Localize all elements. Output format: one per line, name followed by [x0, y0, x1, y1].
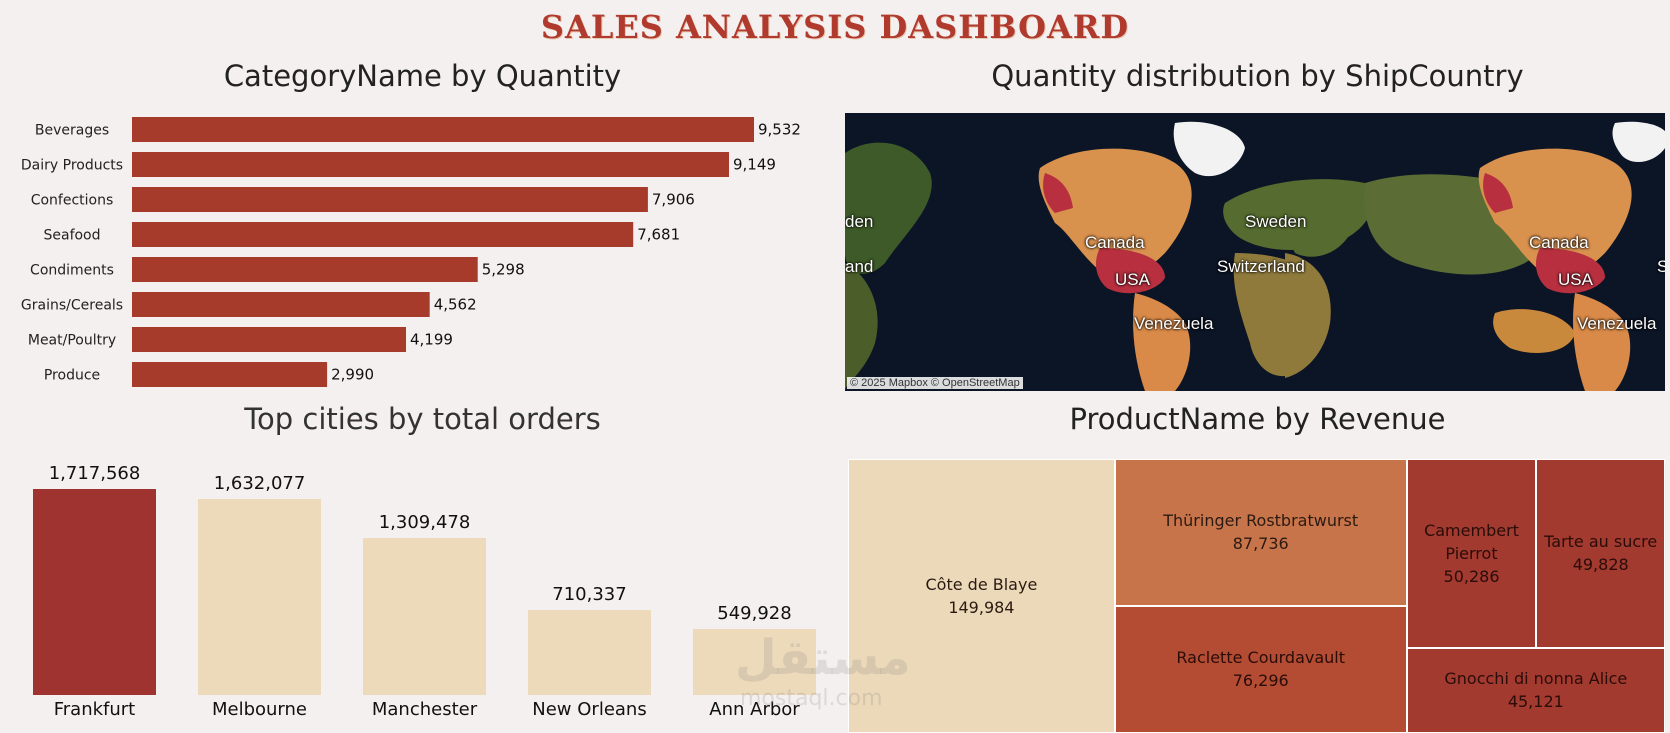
treemap-product-name: Gnocchi di nonna Alice	[1444, 669, 1628, 689]
dashboard-title: SALES ANALYSIS DASHBOARD	[540, 8, 1130, 46]
treemap-tile[interactable]: Côte de Blaye 149,984	[848, 459, 1115, 733]
products-treemap: Côte de Blaye 149,984 Thüringer Rostbratwu…	[848, 459, 1665, 733]
category-value-label: 2,990	[331, 366, 374, 384]
category-bar[interactable]	[132, 362, 328, 387]
city-label: Ann Arbor	[709, 699, 800, 720]
category-label: Meat/Poultry	[28, 333, 116, 349]
treemap-tile-label: Gnocchi di nonna Alice 45,121	[1444, 667, 1627, 713]
city-bar[interactable]	[528, 609, 651, 695]
city-value-label: 1,717,568	[48, 463, 141, 484]
city-value-label: 710,337	[552, 583, 627, 605]
map-label-canada-2: Canada	[1529, 233, 1589, 252]
map-label-sweden-edge: den	[845, 212, 874, 231]
treemap-product-name: Raclette Courdavault	[1176, 648, 1346, 668]
map-label-s-edge: S	[1657, 257, 1665, 276]
category-chart-title: CategoryName by Quantity	[223, 59, 622, 93]
world-map[interactable]: den Canada Sweden Canada and USA Switzer…	[845, 113, 1665, 391]
category-value-label: 4,199	[410, 331, 453, 349]
map-label-usa-1: USA	[1115, 270, 1150, 289]
city-value-label: 1,632,077	[213, 473, 306, 495]
category-label: Confections	[31, 193, 114, 209]
category-bar[interactable]	[132, 117, 754, 142]
products-chart-title: ProductName by Revenue	[1069, 402, 1446, 436]
category-label: Seafood	[43, 228, 100, 244]
treemap-tile[interactable]: Tarte au sucre 49,828	[1536, 459, 1665, 648]
treemap-tile-label: Camembert Pierrot 50,286	[1413, 519, 1531, 588]
treemap-product-name: Tarte au sucre	[1544, 532, 1658, 552]
city-label: New Orleans	[532, 699, 647, 720]
map-chart-title: Quantity distribution by ShipCountry	[991, 59, 1524, 93]
category-value-label: 5,298	[482, 261, 525, 279]
category-value-label: 7,906	[652, 191, 695, 209]
city-bar[interactable]	[33, 489, 156, 695]
treemap-tile[interactable]: Gnocchi di nonna Alice 45,121	[1406, 647, 1665, 733]
category-label: Dairy Products	[21, 158, 123, 174]
treemap-product-name: Camembert Pierrot	[1424, 520, 1519, 563]
city-bar[interactable]	[693, 629, 816, 695]
city-bar[interactable]	[363, 537, 486, 695]
category-value-label: 4,562	[434, 296, 477, 314]
category-bar[interactable]	[132, 222, 634, 247]
map-label-sweden: Sweden	[1245, 212, 1307, 231]
category-label: Beverages	[35, 123, 109, 139]
category-value-label: 9,532	[758, 121, 801, 139]
city-bar[interactable]	[198, 499, 321, 695]
category-label: Produce	[44, 368, 100, 384]
category-bar[interactable]	[132, 187, 648, 212]
treemap-product-value: 45,121	[1507, 692, 1564, 712]
category-value-label: 7,681	[637, 226, 680, 244]
category-label: Condiments	[30, 263, 114, 279]
treemap-product-value: 149,984	[948, 598, 1015, 617]
treemap-product-name: Côte de Blaye	[925, 575, 1038, 594]
cities-bar-chart: 1,717,568 Frankfurt 1,632,077 Melbourne 1,30…	[0, 455, 845, 733]
category-bar[interactable]	[132, 292, 430, 317]
treemap-product-value: 49,828	[1572, 555, 1629, 575]
treemap-tile[interactable]: Raclette Courdavault 76,296	[1114, 605, 1407, 733]
treemap-tile[interactable]: Thüringer Rostbratwurst 87,736	[1114, 459, 1407, 606]
city-label: Manchester	[371, 699, 478, 720]
treemap-product-name: Thüringer Rostbratwurst	[1163, 511, 1359, 531]
map-background	[845, 121, 1665, 391]
city-value-label: 1,309,478	[378, 511, 471, 533]
cities-chart-title: Top cities by total orders	[244, 402, 601, 436]
map-label-venezuela-2: Venezuela	[1577, 314, 1657, 333]
category-label: Grains/Cereals	[21, 298, 123, 314]
map-strip-left	[845, 121, 1575, 391]
map-attribution[interactable]: © 2025 Mapbox © OpenStreetMap	[847, 377, 1023, 389]
category-bar[interactable]	[132, 152, 730, 177]
city-value-label: 549,928	[717, 603, 792, 625]
city-label: Frankfurt	[53, 699, 136, 720]
category-bar[interactable]	[132, 327, 407, 352]
treemap-tile-label: Thüringer Rostbratwurst 87,736	[1163, 509, 1358, 555]
category-value-label: 9,149	[733, 156, 776, 174]
map-label-switzerland: Switzerland	[1217, 257, 1305, 276]
treemap-tile-label: Tarte au sucre 49,828	[1544, 530, 1657, 576]
treemap-tile[interactable]: Camembert Pierrot 50,286	[1406, 459, 1537, 648]
city-label: Melbourne	[211, 699, 308, 720]
treemap-tile-label: Raclette Courdavault 76,296	[1176, 646, 1345, 692]
category-bar[interactable]	[132, 257, 478, 282]
watermark-logo: مستقل	[735, 630, 911, 686]
category-panel: CategoryName by Quantity	[0, 55, 845, 395]
map-label-canada-1: Canada	[1085, 233, 1145, 252]
treemap-product-value: 87,736	[1232, 534, 1289, 554]
map-strip-right	[1283, 121, 1665, 391]
category-bar-chart: Beverages 9,532 Dairy Products 9,149 Confect…	[21, 117, 801, 387]
treemap-product-value: 76,296	[1232, 671, 1289, 691]
treemap-product-value: 50,286	[1443, 566, 1500, 586]
treemap-tile-label: Côte de Blaye 149,984	[926, 573, 1038, 619]
watermark-url: mostaql.com	[740, 686, 883, 711]
map-label-switzerland-edge: and	[845, 257, 874, 276]
map-label-usa-2: USA	[1558, 270, 1593, 289]
map-label-venezuela-1: Venezuela	[1134, 314, 1214, 333]
